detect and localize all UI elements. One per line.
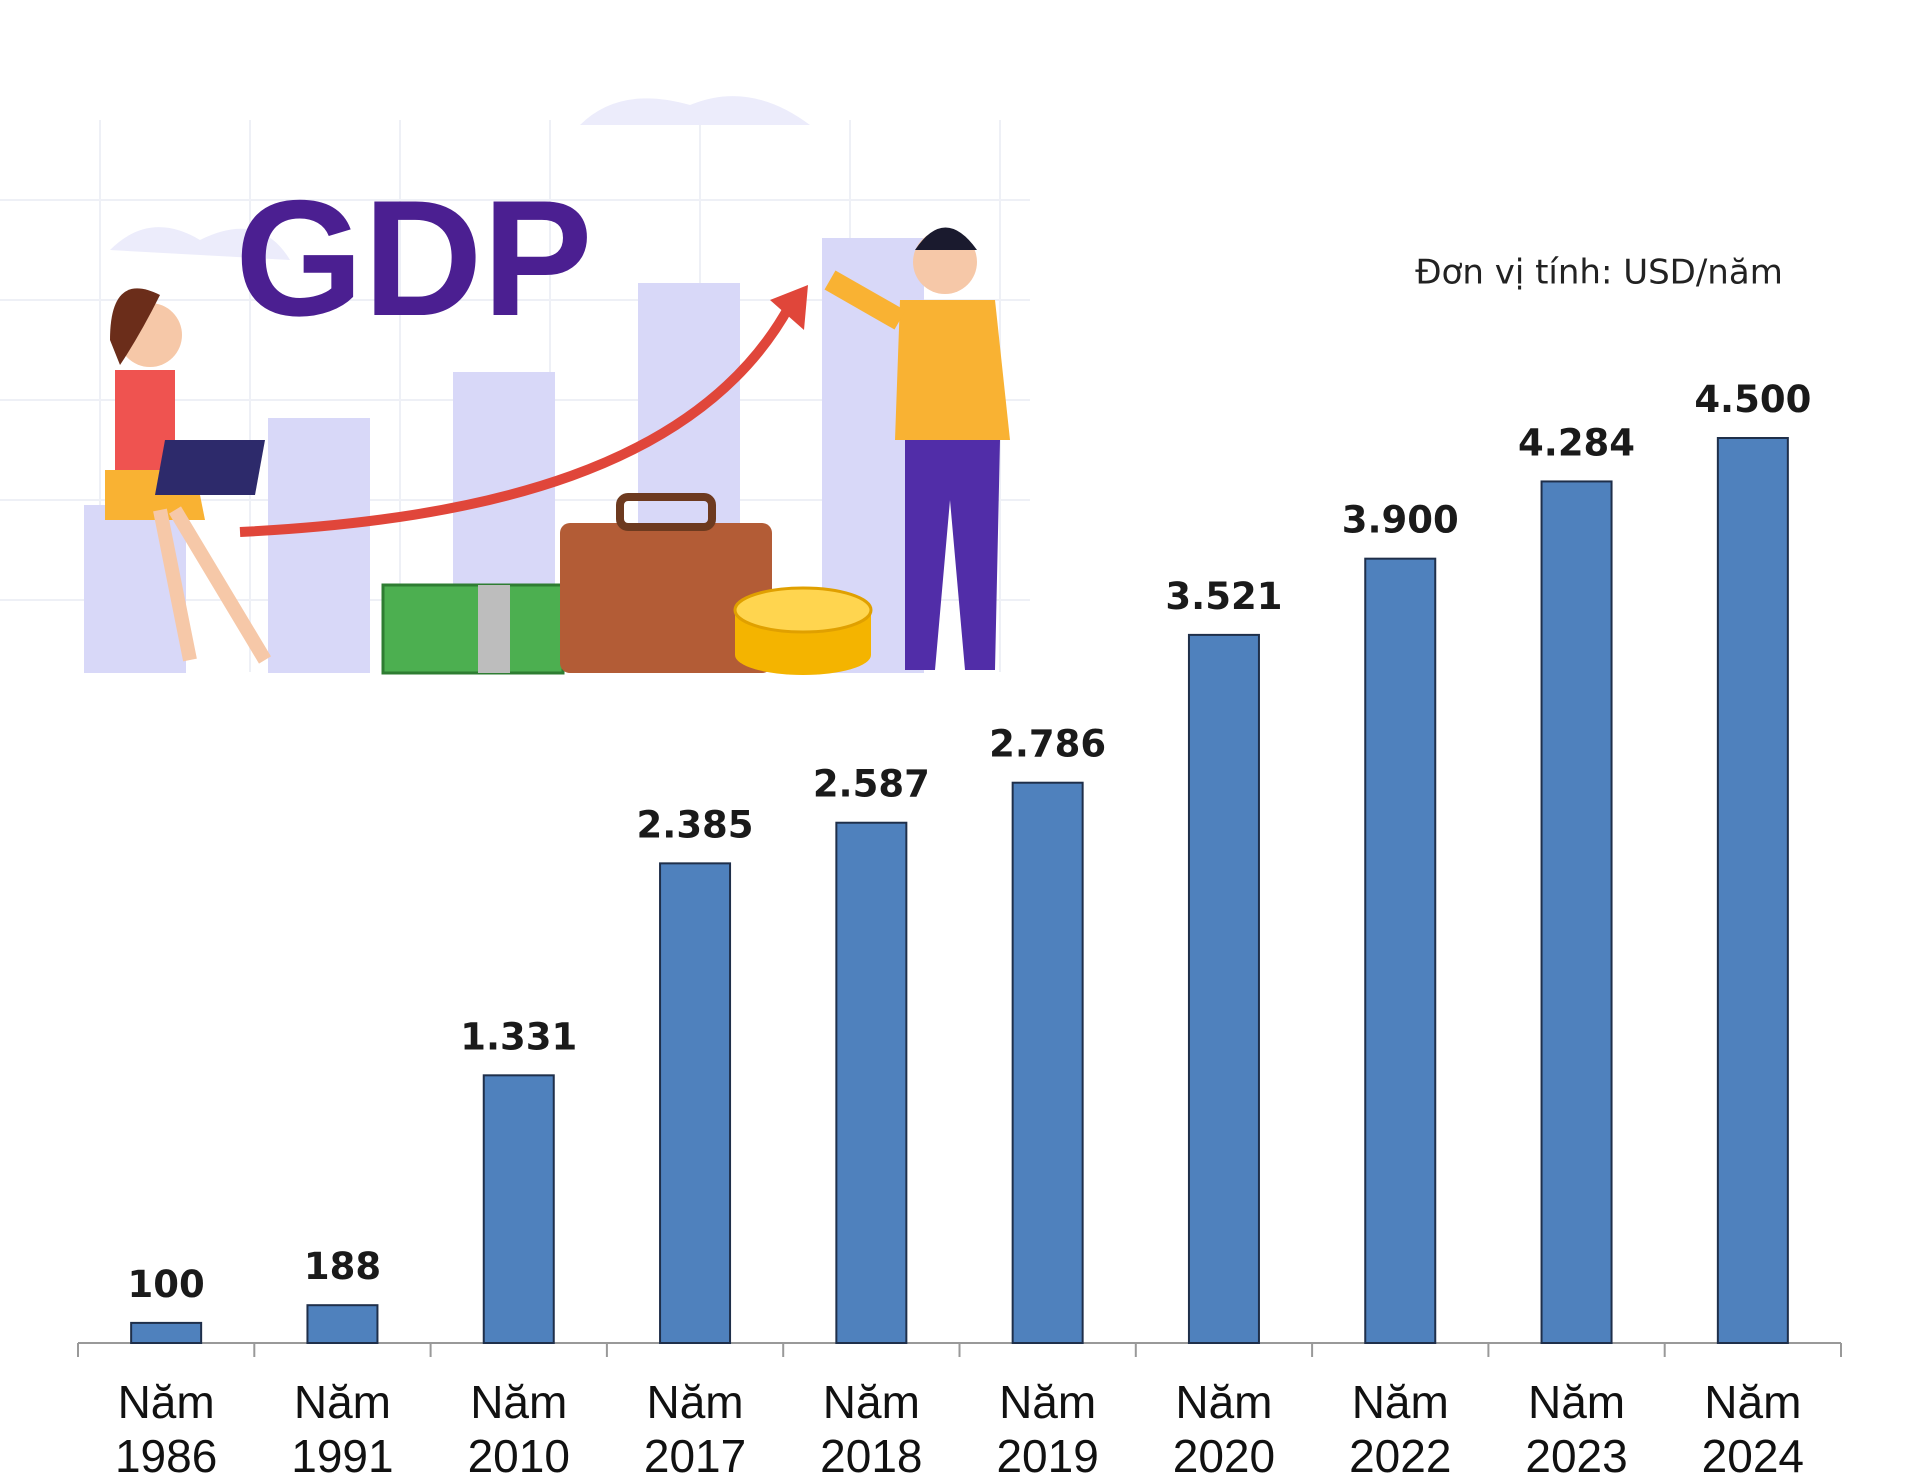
unit-note: Đơn vị tính: USD/năm — [1415, 253, 1783, 293]
x-tick-label: Năm 2022 — [1349, 1376, 1452, 1482]
bar — [1187, 633, 1260, 1344]
value-label: 100 — [128, 1263, 205, 1306]
illustration: GDP — [0, 96, 1030, 675]
bar — [835, 821, 908, 1344]
x-tick-label: Năm 2018 — [820, 1376, 923, 1482]
bar — [482, 1074, 555, 1345]
bar — [306, 1304, 379, 1345]
value-label: 3.521 — [1165, 575, 1282, 618]
value-label: 2.786 — [989, 723, 1106, 766]
cloud — [580, 96, 810, 125]
value-label: 1.331 — [460, 1015, 577, 1058]
coins — [733, 586, 873, 675]
bar — [1011, 781, 1084, 1344]
x-tick-label: Năm 2023 — [1525, 1376, 1628, 1482]
woman — [105, 288, 272, 664]
value-label: 188 — [304, 1245, 381, 1288]
x-tick-label: Năm 2019 — [996, 1376, 1099, 1482]
value-label: 2.587 — [813, 763, 930, 806]
briefcase-handle — [616, 493, 716, 531]
value-label: 4.284 — [1518, 421, 1635, 464]
money — [381, 583, 565, 675]
x-tick-label: Năm 1991 — [291, 1376, 394, 1482]
x-tick-label: Năm 1986 — [114, 1376, 218, 1482]
arrow-head — [770, 285, 808, 330]
bar — [1540, 480, 1613, 1344]
bar — [659, 862, 732, 1344]
x-tick-label: Năm 2017 — [643, 1376, 747, 1482]
value-label: 4.500 — [1694, 378, 1811, 421]
value-label: 3.900 — [1342, 499, 1459, 542]
x-tick-label: Năm 2020 — [1172, 1376, 1276, 1482]
trend-arrow — [239, 302, 795, 537]
cloud — [110, 227, 290, 260]
money-band — [478, 585, 510, 673]
value-label: 2.385 — [637, 803, 754, 846]
bar — [1716, 437, 1789, 1344]
x-tick-label: Năm 2024 — [1701, 1376, 1805, 1482]
illustration-title: GDP — [235, 166, 593, 350]
x-tick-label: Năm 2010 — [467, 1376, 570, 1482]
briefcase — [560, 523, 772, 673]
bar — [130, 1321, 203, 1345]
bar — [1364, 557, 1437, 1344]
man — [824, 227, 1010, 670]
